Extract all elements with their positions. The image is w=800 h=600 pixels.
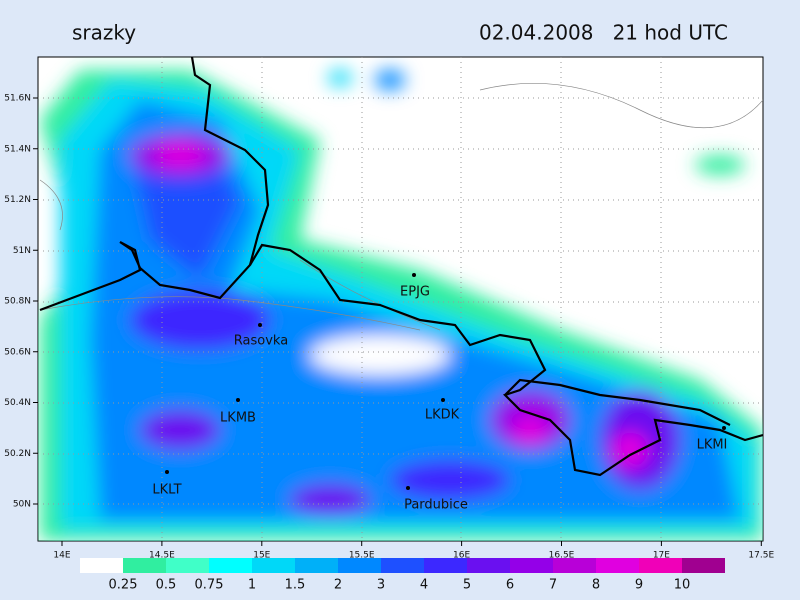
legend-swatch bbox=[123, 558, 166, 573]
place-label: LKDK bbox=[425, 408, 460, 423]
lat-label: 50N bbox=[13, 500, 31, 510]
legend-label: 4 bbox=[420, 578, 428, 593]
legend-label: 8 bbox=[592, 578, 600, 593]
title: srazky bbox=[72, 21, 136, 45]
legend-swatch bbox=[166, 558, 209, 573]
lon-labels: 14E 14.5E 15E 15.5E 16E 16.5E 17E 17.5E bbox=[53, 541, 774, 561]
place-label: Pardubice bbox=[404, 498, 468, 513]
place-dot bbox=[722, 426, 726, 430]
place-label: LKLT bbox=[152, 483, 181, 498]
legend-swatch bbox=[467, 558, 510, 573]
legend-label: 0.25 bbox=[109, 578, 138, 593]
legend-swatch bbox=[80, 558, 123, 573]
legend: 0.25 0.5 0.75 1 1.5 2 3 4 5 6 7 8 9 10 bbox=[80, 558, 725, 593]
places: EPJG Rasovka LKMB LKDK LKLT Pardubice LKMI bbox=[152, 273, 727, 513]
place-label: LKMI bbox=[697, 438, 728, 453]
lat-label: 51.2N bbox=[4, 195, 31, 205]
lat-label: 51N bbox=[13, 246, 31, 256]
legend-label: 1.5 bbox=[285, 578, 306, 593]
place-dot bbox=[412, 273, 416, 277]
legend-swatch bbox=[682, 558, 725, 573]
precip-field bbox=[38, 57, 763, 541]
legend-label: 6 bbox=[506, 578, 514, 593]
lon-label: 15.5E bbox=[349, 551, 375, 561]
lat-label: 51.4N bbox=[4, 144, 31, 154]
place-label: LKMB bbox=[220, 411, 256, 426]
place-dot bbox=[165, 470, 169, 474]
place-label: EPJG bbox=[400, 285, 430, 300]
legend-label: 3 bbox=[377, 578, 385, 593]
legend-swatch bbox=[596, 558, 639, 573]
legend-label: 5 bbox=[463, 578, 471, 593]
place-label: Rasovka bbox=[234, 334, 288, 349]
legend-label: 10 bbox=[674, 578, 691, 593]
legend-swatch bbox=[639, 558, 682, 573]
legend-swatch bbox=[381, 558, 424, 573]
datetime: 02.04.2008 21 hod UTC bbox=[479, 21, 728, 45]
lon-label: 16E bbox=[453, 551, 470, 561]
lon-label: 14.5E bbox=[149, 551, 175, 561]
legend-label: 1 bbox=[248, 578, 256, 593]
legend-label: 0.5 bbox=[156, 578, 177, 593]
legend-label: 7 bbox=[549, 578, 557, 593]
lon-label: 16.5E bbox=[549, 551, 575, 561]
legend-label: 0.75 bbox=[195, 578, 224, 593]
place-dot bbox=[406, 486, 410, 490]
place-dot bbox=[441, 398, 445, 402]
legend-swatch bbox=[510, 558, 553, 573]
legend-swatch bbox=[424, 558, 467, 573]
lat-label: 50.8N bbox=[4, 297, 31, 307]
place-dot bbox=[258, 323, 262, 327]
place-dot bbox=[236, 398, 240, 402]
lat-label: 50.6N bbox=[4, 347, 31, 357]
legend-swatch bbox=[252, 558, 295, 573]
legend-swatch bbox=[553, 558, 596, 573]
legend-swatch bbox=[295, 558, 338, 573]
legend-swatch bbox=[338, 558, 381, 573]
lon-label: 17E bbox=[653, 551, 670, 561]
lat-labels: 51.6N 51.4N 51.2N 51N 50.8N 50.6N 50.4N 50.2N 50… bbox=[4, 94, 38, 510]
lon-label: 17.5E bbox=[748, 551, 774, 561]
lat-label: 50.4N bbox=[4, 398, 31, 408]
borders bbox=[39, 57, 763, 477]
legend-swatch bbox=[209, 558, 252, 573]
lat-label: 50.2N bbox=[4, 449, 31, 459]
legend-label: 9 bbox=[635, 578, 643, 593]
lon-label: 14E bbox=[53, 551, 70, 561]
lon-label: 15E bbox=[253, 551, 270, 561]
legend-label: 2 bbox=[334, 578, 342, 593]
lat-label: 51.6N bbox=[4, 94, 31, 104]
